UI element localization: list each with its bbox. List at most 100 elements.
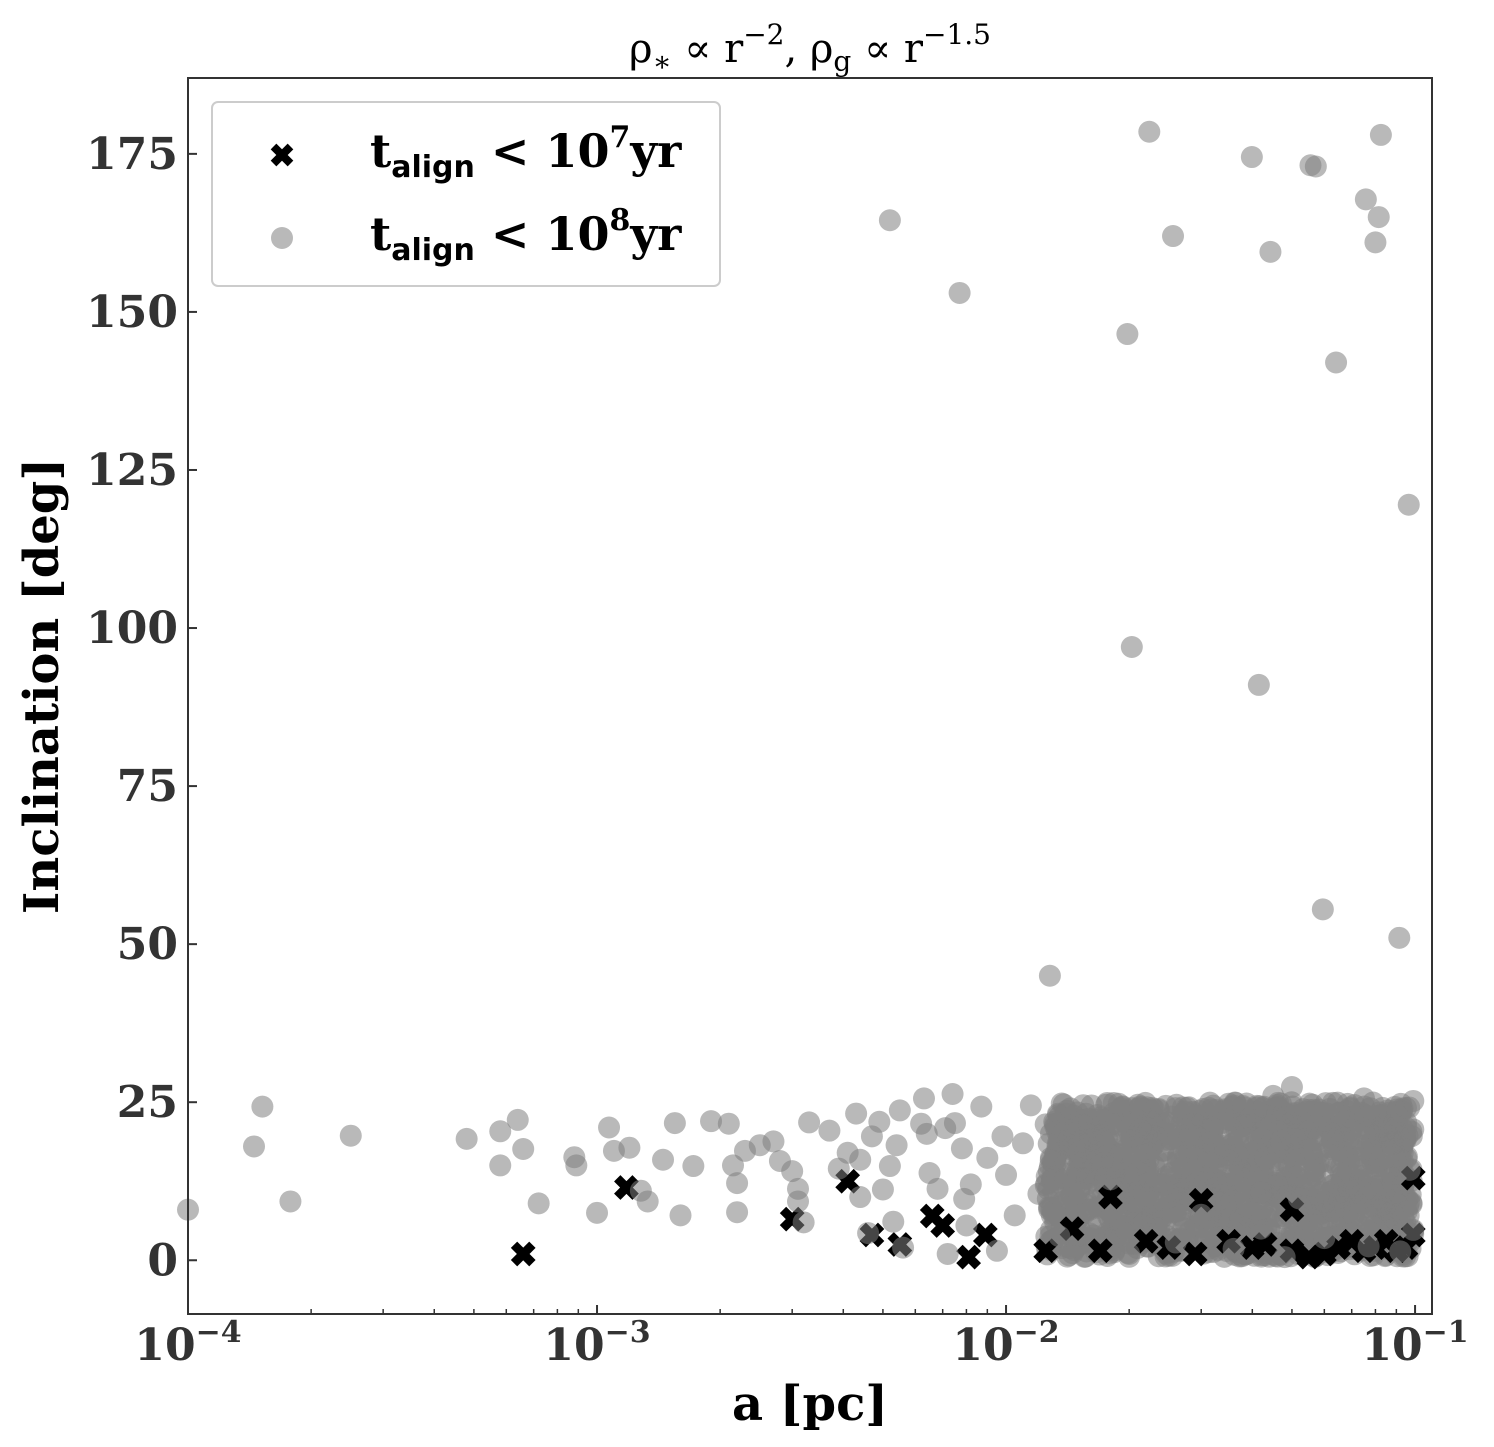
data-points — [177, 120, 1426, 1270]
data-point-circle — [1379, 1131, 1402, 1154]
data-point-circle — [1120, 636, 1143, 659]
data-point-circle — [1273, 1246, 1296, 1269]
data-point-circle — [1400, 1191, 1423, 1214]
data-point-circle — [888, 1099, 911, 1122]
data-point-circle — [455, 1127, 478, 1150]
data-point-circle — [1335, 1201, 1358, 1224]
data-point-circle — [565, 1154, 588, 1177]
data-point-circle — [1367, 206, 1390, 229]
y-axis-label: Inclination [deg] — [14, 458, 70, 914]
data-point-circle — [1375, 1207, 1398, 1230]
data-point-circle — [1389, 1240, 1412, 1263]
x-tick-label: 10−4 — [134, 1315, 241, 1371]
data-point-circle — [991, 1125, 1014, 1148]
data-point-circle — [512, 1137, 535, 1160]
data-point-circle — [792, 1211, 815, 1234]
data-point-circle — [1038, 964, 1061, 987]
data-point-circle — [527, 1192, 550, 1215]
y-tick-label: 100 — [86, 603, 178, 654]
data-point-dense — [1249, 1181, 1272, 1204]
data-point-circle — [721, 1154, 744, 1177]
legend-box — [211, 101, 721, 287]
data-point-x — [972, 1222, 998, 1248]
data-point-circle — [1054, 1102, 1077, 1125]
data-point-circle — [868, 1110, 891, 1133]
data-point-circle — [970, 1095, 993, 1118]
data-point-circle — [1232, 1094, 1255, 1117]
data-point-circle — [936, 1242, 959, 1265]
data-point-circle — [682, 1155, 705, 1178]
data-point-dense — [1307, 1183, 1330, 1206]
data-point-circle — [1171, 1156, 1194, 1179]
data-point-circle — [818, 1119, 841, 1142]
data-point-circle — [251, 1095, 274, 1118]
data-point-circle — [781, 1160, 804, 1183]
data-point-circle — [1099, 1168, 1122, 1191]
data-point-circle — [506, 1108, 529, 1131]
data-point-circle — [726, 1172, 749, 1195]
data-point-circle — [489, 1154, 512, 1177]
data-point-circle — [489, 1120, 512, 1143]
data-point-x — [956, 1244, 981, 1270]
data-point-circle — [1164, 1231, 1187, 1254]
y-tick-label: 50 — [117, 919, 178, 970]
data-point-x — [1033, 1238, 1059, 1264]
data-point-circle — [1212, 1175, 1235, 1198]
data-point-circle — [1297, 1108, 1320, 1131]
data-point-circle — [1041, 1150, 1064, 1173]
data-point-circle — [663, 1112, 686, 1135]
data-point-circle — [1222, 1237, 1245, 1260]
data-point-circle — [1259, 240, 1282, 263]
data-point-circle — [1398, 1158, 1421, 1181]
legend-label: talign < 107yr — [370, 120, 682, 185]
data-point-circle — [915, 1122, 938, 1145]
data-point-circle — [1287, 1187, 1310, 1210]
data-point-circle — [1368, 1104, 1391, 1127]
x-axis-label: a [pc] — [732, 1376, 888, 1432]
data-point-circle — [1354, 188, 1377, 211]
x-tick-label: 10−3 — [543, 1315, 650, 1371]
data-point-circle — [243, 1135, 266, 1158]
legend-circle-marker — [271, 227, 293, 249]
data-point-circle — [1280, 1076, 1303, 1099]
data-point-dense — [1068, 1181, 1091, 1204]
data-point-dense — [1332, 1164, 1355, 1187]
data-point-circle — [1118, 1242, 1141, 1265]
data-point-dense — [1154, 1172, 1177, 1195]
data-point-circle — [1304, 155, 1327, 178]
data-point-dense — [1283, 1167, 1306, 1190]
data-point-dense — [1135, 1123, 1158, 1146]
data-point-circle — [1369, 123, 1392, 146]
data-point-circle — [798, 1111, 821, 1134]
data-point-circle — [1402, 1089, 1425, 1112]
y-tick-label: 150 — [86, 287, 178, 338]
data-point-circle — [279, 1190, 302, 1213]
data-point-x — [1133, 1228, 1159, 1254]
data-point-circle — [878, 1155, 901, 1178]
data-point-circle — [1034, 1113, 1057, 1136]
data-point-x — [510, 1241, 536, 1267]
data-point-x — [1098, 1184, 1123, 1210]
data-point-x — [1182, 1241, 1208, 1267]
data-point-circle — [1330, 1140, 1353, 1163]
plot-frame — [187, 77, 1433, 1315]
data-point-dense — [1227, 1129, 1250, 1152]
data-point-circle — [941, 1082, 964, 1105]
data-point-circle — [976, 1146, 999, 1169]
data-point-circle — [1311, 898, 1334, 921]
data-point-circle — [1240, 146, 1263, 169]
data-point-circle — [1321, 1091, 1344, 1114]
data-point-circle — [1003, 1204, 1026, 1227]
data-point-circle — [1138, 120, 1161, 143]
data-point-circle — [1325, 351, 1348, 374]
data-point-circle — [995, 1163, 1018, 1186]
data-point-circle — [1364, 231, 1387, 254]
data-point-circle — [845, 1102, 868, 1125]
data-point-dense — [1093, 1131, 1116, 1154]
y-tick-label: 125 — [86, 445, 178, 496]
data-point-circle — [959, 1173, 982, 1196]
data-point-circle — [1345, 1179, 1368, 1202]
data-point-dense — [1178, 1123, 1201, 1146]
data-point-circle — [1357, 1235, 1380, 1258]
data-point-circle — [1364, 1152, 1387, 1175]
